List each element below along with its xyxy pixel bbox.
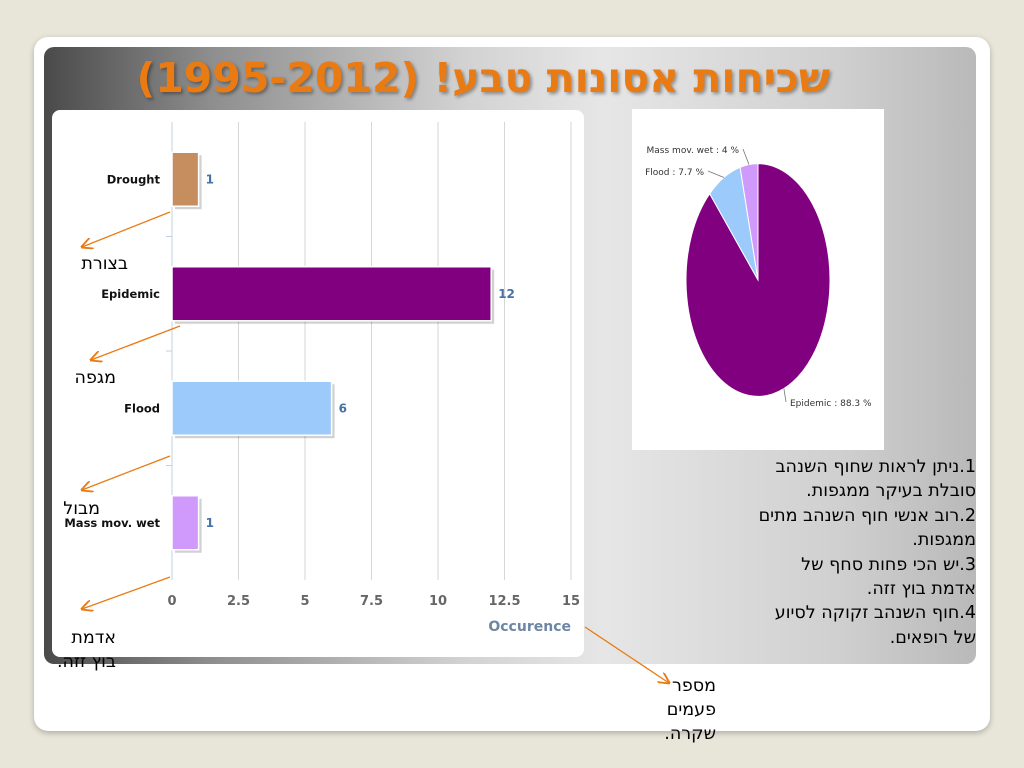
annotation-line: בוץ זזה. [56, 652, 116, 672]
data-label: 12 [498, 287, 515, 301]
pie-leader-line [742, 148, 750, 165]
x-tick-label: 12.5 [488, 594, 520, 609]
x-tick-label: 5 [300, 594, 309, 609]
annotation-flood: מבול [63, 499, 100, 519]
x-tick-label: 2.5 [227, 594, 250, 609]
finding-line: 3.יש הכי פחות סחף של [801, 554, 976, 575]
pie-label: Flood : 7.7 % [645, 168, 704, 178]
finding-line: 4.חוף השנהב זקוקה לסיוע [774, 603, 976, 624]
annotation-line: מספר [671, 676, 716, 696]
finding-line: ממגפות. [912, 530, 976, 551]
bar [171, 266, 492, 322]
finding-line: 2.רוב אנשי חוף השנהב מתים [758, 505, 976, 526]
x-tick-label: 15 [562, 594, 580, 609]
bar-chart-card: 0 2.5 5 7.5 10 12.5 15 Drought 1 Epidemic 12 Flood 6… [52, 110, 584, 657]
pie-chart: Epidemic : 88.3 % Flood : 7.7 % Mass mov. … [645, 146, 872, 409]
finding-line: 1.ניתן לראות שחוף השנהב [775, 457, 976, 477]
pie-label: Epidemic : 88.3 % [790, 399, 872, 409]
data-label: 1 [206, 172, 214, 186]
pie-label: Mass mov. wet : 4 % [647, 146, 740, 156]
bar [171, 151, 200, 207]
annotation-mass-movement: אדמת בוץ זזה. [30, 626, 116, 674]
data-label: 6 [339, 401, 347, 415]
data-label: 1 [206, 516, 214, 530]
x-tick-label: 10 [429, 594, 447, 609]
category-label: Flood [124, 401, 160, 415]
pie-leader-line [783, 388, 787, 403]
pie-leader-line [707, 170, 725, 178]
category-label: Mass mov. wet [64, 516, 160, 530]
bar [171, 380, 333, 436]
pie-chart-card: Epidemic : 88.3 % Flood : 7.7 % Mass mov. … [632, 109, 884, 450]
annotation-line: אדמת [71, 628, 116, 648]
category-label: Drought [107, 172, 161, 186]
slide-title: שכיחות אסונות טבע! (1995-2012) [136, 54, 831, 102]
findings-list: 1.ניתן לראות שחוף השנהב סובלת בעיקר ממגפ… [690, 455, 976, 660]
annotation-axis: מספר פעמים שקרה. [620, 674, 716, 746]
bar-chart: 0 2.5 5 7.5 10 12.5 15 Drought 1 Epidemic 12 Flood 6… [64, 122, 580, 635]
annotation-line: פעמים [666, 700, 716, 720]
x-tick-label: 0 [167, 594, 176, 609]
annotation-line: שקרה. [664, 724, 716, 744]
finding-line: של רופאים. [889, 627, 976, 648]
annotation-epidemic: מגפה [74, 368, 116, 388]
finding-line: סובלת בעיקר ממגפות. [806, 481, 976, 502]
annotation-drought: בצורת [81, 254, 128, 274]
bar [171, 495, 200, 551]
finding-line: אדמת בוץ זזה. [866, 579, 976, 600]
x-tick-label: 7.5 [360, 594, 383, 609]
category-label: Epidemic [101, 287, 160, 301]
x-axis-label: Occurence [488, 619, 571, 635]
